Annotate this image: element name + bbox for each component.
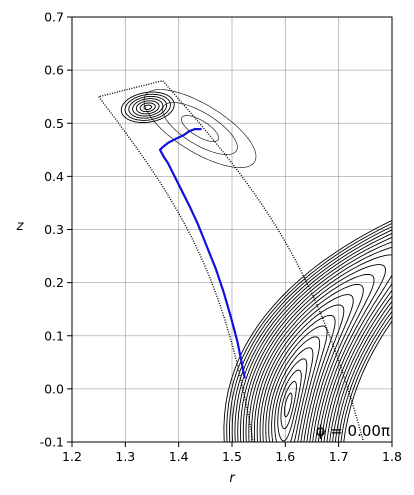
flux-surface — [120, 91, 175, 123]
trace-series-0 — [158, 128, 246, 379]
flux-surface — [124, 93, 171, 121]
flux-surface — [231, 229, 392, 442]
y-tick-label: -0.1 — [40, 435, 64, 450]
flux-surface — [242, 246, 392, 442]
flux-surface — [253, 283, 364, 442]
flux-surface — [259, 304, 345, 442]
flux-surface — [234, 233, 392, 442]
flux-surface — [237, 236, 392, 442]
flux-surface — [223, 219, 392, 442]
flux-surface — [268, 336, 321, 442]
y-tick-label: 0.6 — [44, 63, 64, 78]
y-tick-label: 0.0 — [44, 381, 64, 396]
axis-ticks: 1.2 1.3 1.4 1.5 1.6 1.7 1.8 -0.1 0.0 0.1 0.2 0.3 0.4… — [40, 10, 402, 465]
flux-surface — [143, 104, 152, 110]
flux-surface — [248, 264, 386, 442]
flux-surface — [128, 95, 168, 119]
flux-surface — [143, 89, 257, 168]
y-tick-label: 0.1 — [44, 328, 64, 343]
flux-surface — [262, 314, 336, 442]
x-tick-label: 1.4 — [169, 449, 189, 464]
flux-surface — [162, 102, 238, 155]
x-tick-label: 1.2 — [62, 449, 82, 464]
flux-surface — [180, 115, 220, 142]
y-tick-label: 0.3 — [44, 222, 64, 237]
flux-surface — [277, 369, 302, 442]
y-tick-label: 0.2 — [44, 275, 64, 290]
flux-surface — [139, 102, 156, 113]
x-tick-label: 1.5 — [222, 449, 242, 464]
highlighted-trace — [158, 128, 246, 379]
y-tick-label: 0.4 — [44, 169, 64, 184]
flux-surface — [274, 358, 308, 442]
flux-surface — [135, 100, 160, 115]
flux-surface — [283, 392, 293, 418]
x-tick-label: 1.7 — [329, 449, 349, 464]
flux-surface — [271, 347, 314, 442]
flux-surface — [251, 273, 375, 442]
flux-surface — [245, 254, 392, 442]
flux-surface — [132, 98, 164, 117]
y-tick-label: 0.7 — [44, 10, 64, 25]
flux-surface — [229, 226, 392, 442]
flux-surfaces — [97, 79, 392, 442]
x-axis-label: r — [229, 471, 236, 486]
flux-surface — [256, 294, 354, 442]
flux-surface — [265, 325, 328, 442]
x-tick-label: 1.8 — [382, 449, 402, 464]
x-tick-label: 1.3 — [115, 449, 135, 464]
flux-surface — [280, 381, 297, 430]
x-tick-label: 1.6 — [275, 449, 295, 464]
flux-surface — [226, 222, 392, 442]
phi-annotation: ϕ = 0.00π — [316, 422, 390, 440]
grid — [71, 16, 393, 443]
y-axis-label: z — [16, 219, 25, 234]
y-tick-label: 0.5 — [44, 116, 64, 131]
